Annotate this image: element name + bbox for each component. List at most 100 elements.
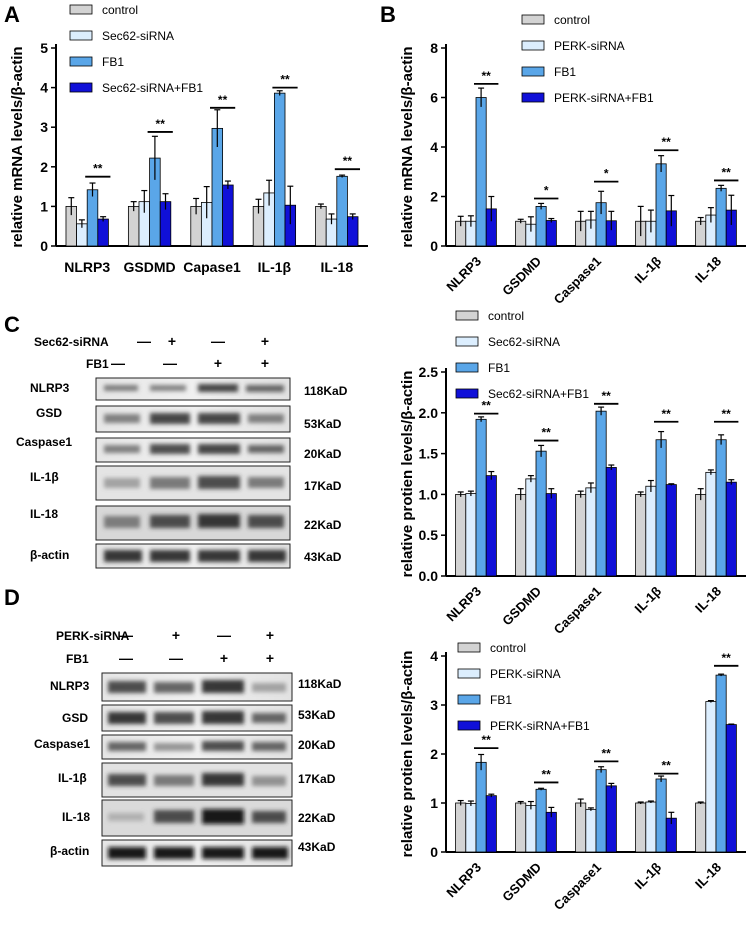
blot-d-condition-2-label: FB1 [66,652,89,666]
chart-a-y-tick-label: 0 [40,238,48,254]
chart-b-y-tick-label: 6 [430,90,438,106]
blot-d-row-5-protein: IL-18 [62,810,90,824]
chart-b-legend-swatch [521,92,545,103]
chart-b-category-label: Caspase1 [551,254,605,308]
chart-d-significance-label: ** [722,651,732,665]
chart-c-y-tick-label: 2.5 [419,364,439,380]
blot-d-row-5-bands [108,809,286,824]
chart-a-category-label: Capase1 [183,259,241,275]
chart-b-significance-label: ** [482,69,492,83]
chart-c-legend-label: Sec62-siRNA [488,335,560,349]
blot-c-row-3-protein: Caspase1 [16,435,72,449]
chart-c-y-tick-label: 0.5 [419,527,439,543]
chart-c-y-tick-label: 2.0 [419,405,439,421]
chart-a-legend-swatch [69,4,93,15]
chart-b-bar-control [515,220,527,247]
chart-b-legend-swatch [521,66,545,77]
chart-b-legend-label: FB1 [554,65,576,79]
chart-d-bar-perk-sirna-fb1 [725,724,737,853]
chart-b-y-axis-label: relative mRNA levels/β-actin [399,46,416,247]
chart-d-bar-perk-sirna [585,808,597,853]
blot-c-condition-2-sign-4: + [261,355,269,371]
chart-a-legend-label: Sec62-siRNA [102,29,174,43]
chart-d-bar-control [455,802,467,853]
blot-c-row-5-kd: 22KaD [304,518,342,532]
chart-b-significance-label: ** [722,165,732,179]
blot-c-row-6-bands [104,550,286,562]
chart-c-bar-sec62-sirna [525,478,537,577]
chart-b-significance-label: * [604,167,609,181]
chart-a-category-label: GSDMD [124,259,176,275]
chart-d-y-tick-label: 2 [430,746,438,762]
panel-letter-c: C [4,312,20,337]
chart-b-legend-label: PERK-siRNA+FB1 [554,91,654,105]
chart-b-legend-swatch [521,14,545,25]
blot-d-row-2-protein: GSD [62,711,88,725]
chart-c-bar-sec62-sirna-fb1 [725,481,737,577]
chart-a-bar-sec62-sirna-fb1 [222,184,234,247]
blot-c-row-3-bands [104,444,284,454]
chart-d-y-axis-label: relative protien levels/β-actin [399,651,416,858]
chart-a-legend-label: FB1 [102,55,124,69]
blot-d-row-2-bands [108,711,286,724]
blot-c-row-2-kd: 53KaD [304,417,342,431]
chart-b-bar-fb1 [535,205,547,247]
blot-d-row-5-kd: 22KaD [298,811,336,825]
chart-a-legend-swatch [69,30,93,41]
chart-b-bar-fb1 [715,187,727,247]
chart-b-significance-label: ** [662,135,672,149]
chart-d-significance-label: ** [482,733,492,747]
chart-d-legend-swatch [457,642,481,653]
blot-c-condition-1-sign-4: + [261,333,269,349]
blot-d-row-6-protein: β-actin [50,844,89,858]
chart-d-category-label: NLRP3 [443,860,484,901]
chart-c-legend-swatch [455,362,479,373]
chart-d-bar-fb1 [535,788,547,853]
chart-a-significance-label: ** [343,154,353,168]
chart-c-y-axis-label: relative protien levels/β-actin [399,371,416,578]
blot-d-condition-2-sign-3: + [220,650,228,666]
chart-a-bar-sec62-sirna-fb1 [347,216,359,247]
chart-a-significance-label: ** [93,162,103,176]
chart-a-y-tick-label: 1 [40,198,48,214]
chart-d-legend-label: PERK-siRNA+FB1 [490,719,590,733]
chart-d-legend-label: FB1 [490,693,512,707]
chart-c-category-label: IL-1β [632,583,665,616]
chart-a-legend-label: Sec62-siRNA+FB1 [102,81,203,95]
chart-d-category-label: IL-18 [692,860,724,892]
blot-c-row-1-bands [104,384,284,392]
chart-c-bar-control [635,493,647,577]
chart-a-y-axis-label: relative mRNA levels/β-actin [9,46,26,247]
blot-d-condition-1-sign-1: — [119,627,133,643]
blot-d-condition-1-sign-2: + [172,627,180,643]
blot-d-condition-1-label: PERK-siRNA [56,629,130,643]
chart-a-y-tick-label: 2 [40,159,48,175]
blot-d-row-1-protein: NLRP3 [50,679,90,693]
chart-d-bar-perk-sirna-fb1 [485,795,497,853]
chart-b-legend-label: PERK-siRNA [554,39,625,53]
chart-d-bar-control [515,802,527,853]
chart-b-bar-fb1 [475,97,487,247]
blot-c-condition-2-sign-2: — [163,355,177,371]
blot-c-condition-2-sign-1: — [111,355,125,371]
blot-d-row-6-kd: 43KaD [298,840,336,854]
chart-d-legend-label: PERK-siRNA [490,667,561,681]
chart-c-bar-fb1 [535,450,547,577]
chart-c-legend-label: FB1 [488,361,510,375]
blot-d-row-6-bands [108,847,288,859]
chart-a-legend-swatch [69,82,93,93]
chart-a-y-tick-label: 4 [40,80,48,96]
chart-c-y-tick-label: 1.0 [419,486,439,502]
blot-c-row-5-bands [104,514,284,528]
chart-d-significance-label: ** [542,767,552,781]
chart-b-category-label: NLRP3 [443,254,484,295]
chart-b-bar-perk-sirna-fb1 [545,220,557,247]
chart-a-legend-label: control [102,3,138,17]
chart-a-bar-fb1 [273,92,286,247]
chart-d-bar-fb1 [715,674,727,853]
chart-c-significance-label: ** [542,426,552,440]
chart-b-category-label: IL-1β [632,253,665,286]
chart-a-bar-control [315,205,327,247]
chart-b-y-tick-label: 2 [430,189,438,205]
